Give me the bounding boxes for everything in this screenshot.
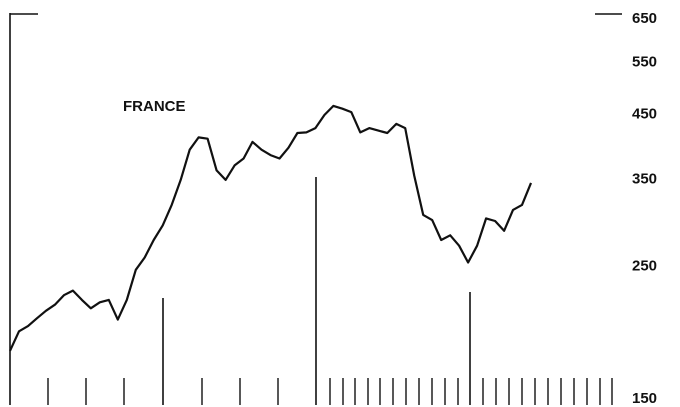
y-tick-label: 450 bbox=[632, 105, 657, 122]
frame bbox=[9, 13, 622, 405]
x-ticks bbox=[47, 378, 613, 405]
y-tick-label: 650 bbox=[632, 10, 657, 27]
y-tick-label: 250 bbox=[632, 258, 657, 275]
y-tick-label: 350 bbox=[632, 170, 657, 187]
price-line bbox=[9, 104, 533, 352]
y-tick-label: 550 bbox=[632, 53, 657, 70]
y-tick-label: 150 bbox=[632, 390, 657, 407]
chart-title: FRANCE bbox=[123, 98, 186, 115]
